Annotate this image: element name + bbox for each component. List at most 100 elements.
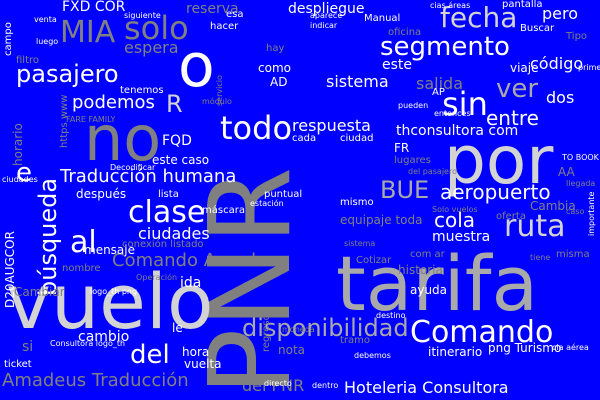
cloud-word: disponibilidad bbox=[242, 314, 409, 342]
cloud-word: o bbox=[178, 31, 215, 101]
cloud-word: Buscar bbox=[520, 23, 555, 34]
cloud-word: vuelo bbox=[6, 257, 214, 346]
cloud-word: pantalla bbox=[502, 0, 543, 10]
cloud-word: Hoteleria Consultora bbox=[344, 378, 509, 397]
cloud-word: pero bbox=[542, 4, 579, 23]
cloud-word: si bbox=[22, 339, 34, 355]
cloud-word: salida bbox=[416, 74, 463, 93]
cloud-word: venta bbox=[34, 15, 57, 24]
cloud-word: al bbox=[70, 225, 97, 260]
cloud-word: png Turismo bbox=[488, 341, 562, 355]
cloud-word: debemos bbox=[354, 351, 391, 360]
cloud-word: primer bbox=[578, 63, 600, 72]
cloud-word: lista bbox=[158, 189, 179, 200]
cloud-word: podemos bbox=[72, 92, 155, 113]
cloud-word: reserva bbox=[186, 1, 239, 17]
cloud-word: clase bbox=[128, 195, 206, 230]
cloud-word: luego bbox=[36, 37, 59, 46]
cloud-word: viaje bbox=[510, 61, 539, 75]
cloud-word: Comando bbox=[410, 315, 554, 350]
cloud-word: MIA bbox=[60, 15, 116, 50]
cloud-word: estación bbox=[250, 199, 284, 208]
cloud-word: sistema bbox=[326, 72, 389, 91]
cloud-word: nota bbox=[278, 343, 306, 357]
cloud-word: FQD bbox=[162, 133, 192, 149]
cloud-word: Tipo bbox=[566, 31, 588, 42]
cloud-word: historia bbox=[398, 263, 443, 277]
cloud-word: Cambiar bbox=[14, 285, 65, 299]
cloud-word: Operación bbox=[136, 273, 178, 282]
cloud-word: cambio bbox=[78, 329, 130, 345]
cloud-word: cias áreas bbox=[430, 1, 471, 10]
cloud-word: equipaje toda bbox=[340, 213, 423, 227]
cloud-word: aeropuerto bbox=[440, 180, 551, 204]
cloud-word: tiene bbox=[530, 253, 551, 262]
cloud-word: hacer bbox=[210, 21, 239, 32]
cloud-word: com ar bbox=[410, 249, 445, 260]
cloud-word: cola bbox=[434, 208, 476, 232]
cloud-word: moneda bbox=[282, 325, 315, 334]
cloud-word: mensaje bbox=[84, 243, 135, 257]
cloud-word: entonces bbox=[434, 109, 471, 118]
cloud-word: ciudad bbox=[340, 133, 374, 144]
cloud-word: misma bbox=[556, 249, 590, 260]
cloud-word: vuelta bbox=[184, 357, 222, 371]
cloud-word: respuesta bbox=[292, 116, 371, 135]
cloud-word: este bbox=[382, 57, 413, 73]
cloud-word: como bbox=[258, 61, 291, 75]
cloud-word: itinerario bbox=[428, 345, 483, 359]
cloud-word: esa bbox=[226, 9, 244, 20]
cloud-word: despliegue bbox=[288, 1, 365, 17]
cloud-word: hay bbox=[266, 43, 285, 54]
cloud-word: Traducción humana bbox=[60, 166, 237, 187]
cloud-word: le bbox=[172, 321, 183, 335]
cloud-word: pasajero bbox=[16, 60, 119, 88]
cloud-word: e bbox=[16, 158, 32, 188]
cloud-word: aparece bbox=[310, 11, 343, 20]
cloud-word: muestra bbox=[432, 229, 491, 245]
cloud-word: código bbox=[530, 54, 584, 73]
cloud-word: Solo vuelos bbox=[432, 205, 478, 214]
cloud-word: del bbox=[130, 340, 170, 370]
cloud-word: lugares bbox=[394, 155, 431, 166]
cloud-word: Cotizar bbox=[356, 255, 392, 266]
cloud-word: cada bbox=[292, 133, 317, 144]
cloud-word: servicio bbox=[215, 75, 224, 106]
cloud-word: Manual bbox=[364, 13, 401, 24]
cloud-word: conexión listado bbox=[122, 239, 204, 250]
cloud-word: Consultora logo_th bbox=[50, 339, 126, 348]
cloud-word: importante bbox=[587, 191, 596, 236]
cloud-word: máscara bbox=[202, 205, 245, 216]
cloud-word: tenemos bbox=[120, 85, 164, 96]
cloud-word: caso bbox=[566, 207, 585, 216]
cloud-word: oficina bbox=[388, 27, 422, 38]
cloud-word: cia aérea bbox=[552, 343, 589, 352]
cloud-word: horario bbox=[11, 123, 25, 166]
cloud-word: ticket bbox=[4, 359, 32, 370]
cloud-word: no bbox=[84, 102, 162, 175]
cloud-word: tarifa bbox=[336, 239, 539, 328]
cloud-word: ver bbox=[496, 74, 539, 104]
cloud-word: fecha bbox=[440, 1, 518, 34]
cloud-word: ida bbox=[180, 275, 202, 291]
cloud-word: AA bbox=[558, 165, 575, 179]
cloud-word: Amadeus Traducción bbox=[2, 370, 189, 391]
cloud-word: segmento bbox=[380, 32, 510, 62]
cloud-word: dos bbox=[546, 88, 575, 107]
cloud-word: siguiente bbox=[124, 11, 161, 20]
cloud-word: ruta bbox=[504, 209, 566, 244]
cloud-word: mismo bbox=[340, 197, 374, 208]
cloud-word: tramo bbox=[340, 335, 371, 346]
cloud-word: por bbox=[444, 122, 554, 199]
cloud-word: TO BOOK bbox=[562, 153, 599, 162]
cloud-word: hora bbox=[182, 345, 210, 359]
cloud-word: AD bbox=[270, 75, 288, 89]
cloud-word: sin bbox=[442, 85, 488, 123]
cloud-word: nombre bbox=[62, 263, 101, 274]
cloud-word: este caso bbox=[152, 153, 210, 167]
cloud-word: Cambia bbox=[530, 199, 576, 213]
cloud-word: directo bbox=[264, 379, 292, 388]
cloud-word: oferta bbox=[496, 211, 526, 222]
cloud-word: https www bbox=[59, 94, 70, 148]
cloud-word: dentro bbox=[312, 381, 339, 390]
